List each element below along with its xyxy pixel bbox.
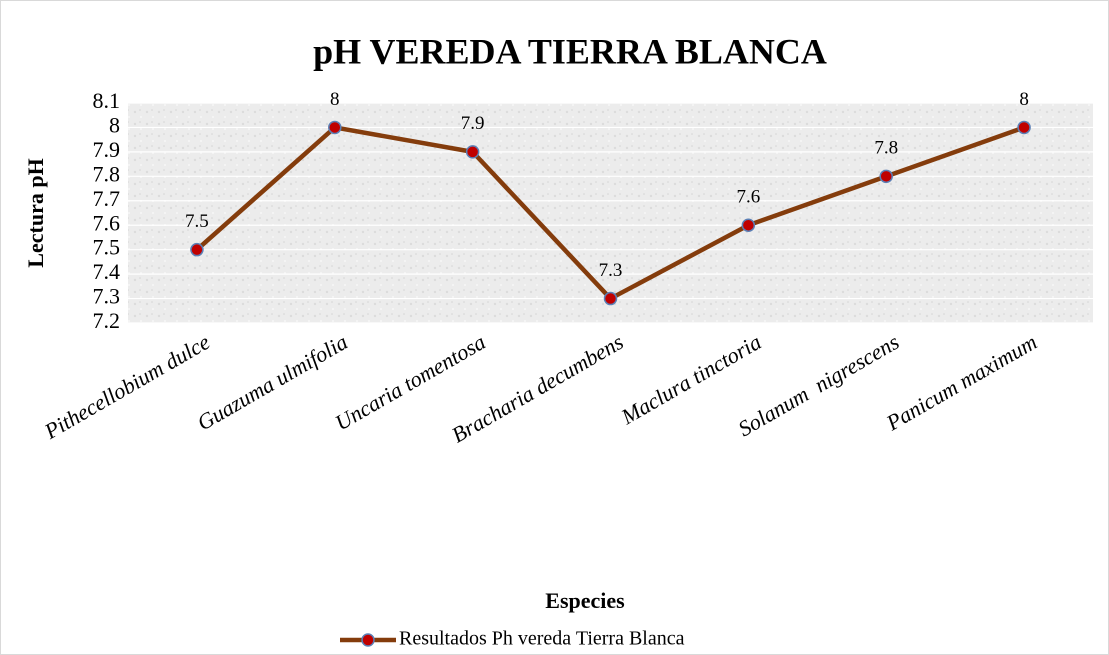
data-label: 7.9: [461, 113, 485, 134]
y-tick-label: 7.7: [93, 186, 121, 211]
data-label: 7.3: [599, 260, 623, 281]
point-marker: [328, 120, 342, 135]
y-tick-label: 7.9: [93, 137, 121, 162]
legend-label: Resultados Ph vereda Tierra Blanca: [399, 628, 685, 650]
data-label: 7.5: [185, 211, 209, 232]
point-marker: [465, 145, 480, 159]
chart-title: pH VEREDA TIERRA BLANCA: [313, 31, 827, 71]
point-marker: [1017, 120, 1031, 135]
y-tick-label: 7.4: [93, 259, 121, 284]
point-marker: [603, 291, 618, 306]
data-label: 8: [1019, 89, 1029, 110]
data-label: 7.6: [736, 187, 760, 208]
x-axis-title: Especies: [545, 588, 625, 613]
y-tick-label: 7.6: [93, 210, 121, 235]
point-marker: [190, 242, 204, 257]
y-tick-label: 7.8: [93, 161, 121, 186]
legend-marker: [361, 633, 375, 647]
data-label: 8: [330, 89, 340, 110]
y-tick-label: 7.5: [93, 235, 121, 260]
y-tick-label: 7.3: [93, 284, 121, 309]
y-axis-title: Lectura pH: [23, 158, 48, 267]
point-marker: [741, 218, 756, 232]
plot-area: [128, 103, 1093, 323]
y-tick-label: 8.1: [93, 88, 121, 113]
y-tick-label: 7.2: [93, 308, 121, 333]
data-label: 7.8: [874, 138, 898, 159]
point-marker: [879, 169, 893, 184]
y-tick-label: 8: [109, 112, 120, 137]
